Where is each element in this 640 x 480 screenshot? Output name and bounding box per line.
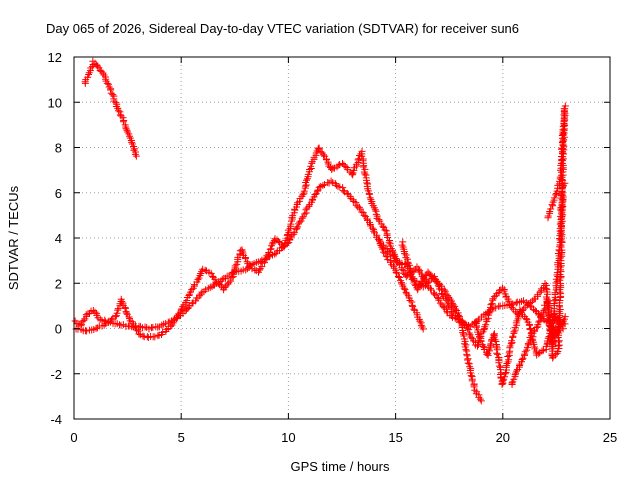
- data-point: [123, 127, 130, 134]
- y-tick-label: 10: [48, 95, 62, 110]
- y-tick-label: 6: [55, 186, 62, 201]
- data-point: [367, 194, 374, 201]
- series-arc-early-high: [82, 58, 140, 160]
- data-point: [489, 300, 496, 307]
- data-point: [494, 351, 501, 358]
- data-point: [502, 370, 509, 377]
- y-tick-label: 4: [55, 231, 62, 246]
- data-point: [493, 350, 500, 357]
- y-tick-label: 0: [55, 322, 62, 337]
- chart: Day 065 of 2026, Sidereal Day-to-day VTE…: [0, 0, 640, 480]
- data-point: [431, 291, 438, 298]
- data-point: [496, 363, 503, 370]
- y-tick-label: 8: [55, 141, 62, 156]
- series-arc-afternoon-b: [399, 238, 569, 350]
- chart-title: Day 065 of 2026, Sidereal Day-to-day VTE…: [46, 21, 519, 36]
- data-point: [361, 170, 368, 177]
- data-point: [466, 329, 473, 336]
- y-tick-label: 2: [55, 276, 62, 291]
- data-point: [511, 328, 518, 335]
- data-point: [477, 396, 484, 403]
- data-point: [523, 315, 530, 322]
- x-tick-label: 15: [388, 430, 402, 445]
- grid-lines: [74, 57, 610, 419]
- x-tick-label: 0: [70, 430, 77, 445]
- data-point: [91, 309, 98, 316]
- y-tick-label: -2: [50, 367, 62, 382]
- data-point: [124, 128, 131, 135]
- data-point: [367, 196, 374, 203]
- data-point: [370, 228, 377, 235]
- tick-labels: 0 5 10 15 20 25 -4 -2 0 2 4 6 8 10 12: [48, 50, 618, 445]
- data-point: [151, 333, 158, 340]
- data-point: [512, 370, 519, 377]
- x-axis-label: GPS time / hours: [291, 459, 390, 474]
- x-tick-label: 10: [281, 430, 295, 445]
- y-tick-label: 12: [48, 50, 62, 65]
- data-point: [399, 242, 406, 249]
- x-tick-label: 5: [178, 430, 185, 445]
- data-point: [460, 332, 467, 339]
- x-tick-label: 20: [496, 430, 510, 445]
- data-points: [72, 58, 569, 405]
- x-tick-label: 25: [603, 430, 617, 445]
- data-point: [302, 206, 309, 213]
- data-point: [499, 381, 506, 388]
- data-point: [469, 377, 476, 384]
- data-point: [508, 380, 515, 387]
- data-point: [366, 191, 373, 198]
- y-axis-label: SDTVAR / TECUs: [6, 185, 21, 290]
- data-point: [487, 342, 494, 349]
- y-tick-label: -4: [50, 412, 62, 427]
- data-point: [128, 139, 135, 146]
- data-point: [83, 311, 90, 318]
- data-point: [464, 356, 471, 363]
- data-point: [471, 387, 478, 394]
